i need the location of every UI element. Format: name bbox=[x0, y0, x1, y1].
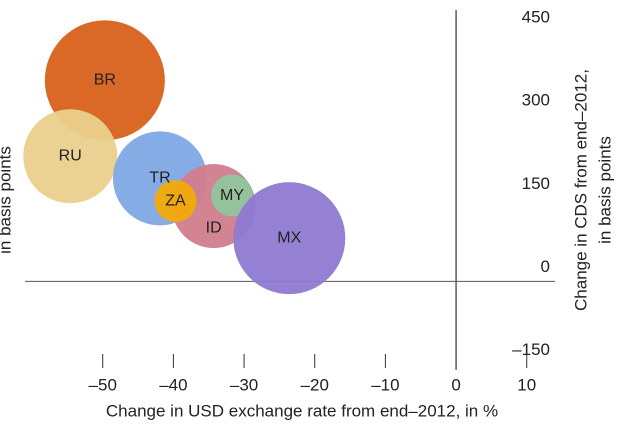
x-tick-label: –50 bbox=[89, 375, 117, 394]
x-tick-label: –40 bbox=[159, 375, 187, 394]
bubble bbox=[233, 182, 346, 295]
bubble bbox=[211, 174, 254, 217]
x-tick-label: 10 bbox=[517, 375, 536, 394]
x-tick-label: –20 bbox=[301, 375, 329, 394]
y-tick-label: –150 bbox=[512, 340, 550, 359]
bubble bbox=[154, 180, 197, 223]
bubble-label: RU bbox=[59, 147, 82, 164]
bubble-label: ZA bbox=[165, 192, 186, 209]
x-axis-label: Change in USD exchange rate from end–201… bbox=[106, 401, 498, 420]
y-axis-label: in basis points bbox=[595, 136, 614, 244]
y-tick-label: 300 bbox=[522, 91, 550, 110]
bubble bbox=[23, 109, 118, 204]
bubble-label: BR bbox=[94, 72, 116, 89]
bubble-label: MX bbox=[277, 229, 301, 246]
x-tick-label: 0 bbox=[451, 375, 460, 394]
y-axis-label: Change in CDS from end–2012, bbox=[571, 69, 590, 311]
y-tick-label: 450 bbox=[522, 8, 550, 27]
y-tick-label: 150 bbox=[522, 174, 550, 193]
x-tick-label: –30 bbox=[230, 375, 258, 394]
bubble-label: TR bbox=[149, 170, 170, 187]
bubble-label: ID bbox=[206, 219, 222, 236]
x-tick-label: –10 bbox=[371, 375, 399, 394]
left-axis-label: in basis points bbox=[0, 146, 14, 254]
y-tick-label: 0 bbox=[541, 257, 550, 276]
bubble-label: MY bbox=[220, 187, 244, 204]
